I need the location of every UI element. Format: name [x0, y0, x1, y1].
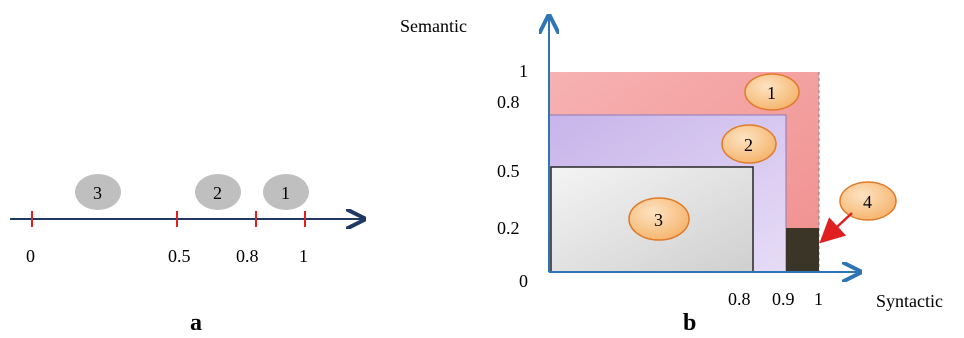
tick-label-1: 1 — [299, 246, 308, 266]
marker-1 — [263, 174, 309, 210]
y-tick-1: 1 — [519, 61, 528, 81]
tick-label-0.5: 0.5 — [168, 246, 191, 266]
panel-a: 0 0.5 0.8 1 3 2 1 a — [10, 174, 362, 336]
caption-b: b — [683, 310, 696, 336]
badge-4 — [839, 181, 897, 221]
x-tick-0.9: 0.9 — [772, 289, 795, 309]
y-tick-0: 0 — [519, 271, 528, 291]
marker-1-label: 1 — [281, 183, 290, 203]
arrow-to-region-4 — [819, 212, 853, 244]
badge-2-label: 2 — [744, 135, 753, 155]
y-axis-label: Semantic — [400, 16, 467, 36]
badge-1-label: 1 — [767, 83, 776, 103]
y-tick-0.5: 0.5 — [497, 161, 520, 181]
tick-label-0: 0 — [26, 246, 35, 266]
tick-label-0.8: 0.8 — [236, 246, 259, 266]
x-tick-0.8: 0.8 — [728, 289, 751, 309]
badge-4-label: 4 — [863, 192, 872, 212]
caption-a: a — [190, 310, 202, 336]
panel-b: Semantic Syntactic 1 0.8 0.5 0.2 0 0.8 0… — [400, 16, 943, 336]
marker-3-label: 3 — [93, 183, 102, 203]
badge-2 — [721, 124, 777, 164]
marker-3 — [75, 174, 121, 210]
y-tick-0.2: 0.2 — [497, 218, 520, 238]
x-tick-1: 1 — [814, 289, 823, 309]
badge-3 — [628, 197, 690, 241]
badge-3-label: 3 — [654, 210, 663, 230]
marker-2-label: 2 — [213, 183, 222, 203]
marker-2 — [195, 174, 241, 210]
badge-1 — [744, 73, 800, 111]
y-tick-0.8: 0.8 — [497, 92, 520, 112]
x-axis-label: Syntactic — [876, 291, 943, 311]
region-4 — [786, 228, 819, 272]
